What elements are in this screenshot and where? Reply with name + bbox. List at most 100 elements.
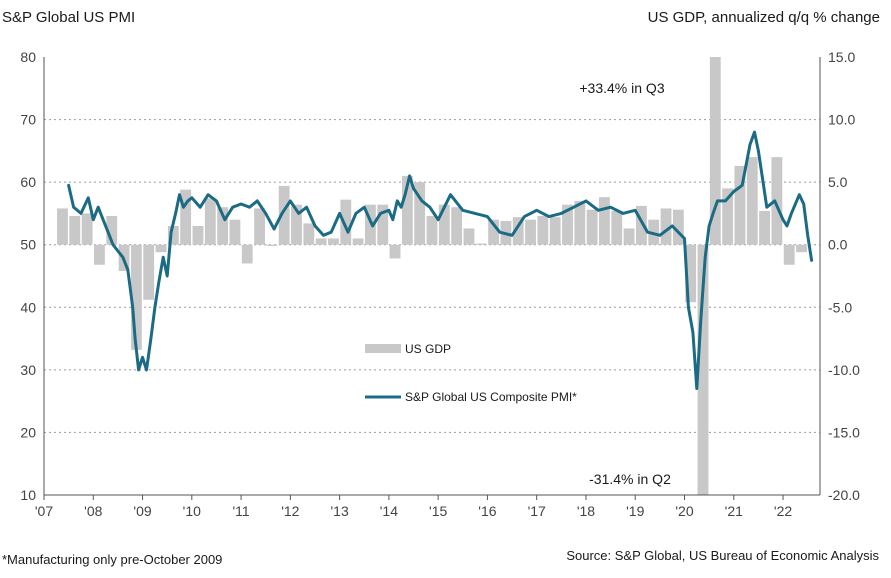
right-tick-label: -5.0 <box>828 299 852 315</box>
right-axis-title: US GDP, annualized q/q % change <box>648 9 880 26</box>
x-tick-label: '20 <box>675 503 693 519</box>
x-tick-label: '21 <box>725 503 743 519</box>
x-tick-label: '22 <box>774 503 792 519</box>
gdp-bar-2022Q1 <box>783 244 795 265</box>
gdp-bar-2017Q4 <box>574 200 586 245</box>
footnote: *Manufacturing only pre-October 2009 <box>2 552 223 567</box>
right-tick-label: -10.0 <box>828 362 860 378</box>
gdp-bar-2015Q3 <box>463 228 475 245</box>
left-tick-label: 40 <box>20 299 36 315</box>
x-tick-label: '19 <box>626 503 644 519</box>
x-tick-label: '07 <box>35 503 53 519</box>
gdp-bar-2012Q1 <box>291 204 302 245</box>
left-tick-label: 10 <box>20 487 36 503</box>
gdp-bar-2020Q3 <box>709 57 721 245</box>
gdp-bar-2017Q1 <box>537 215 549 245</box>
gdp-bar-2007Q2 <box>57 208 68 245</box>
gdp-bar-2007Q4 <box>81 213 93 245</box>
gdp-bar-2009Q3 <box>167 225 179 245</box>
gdp-bar-2017Q3 <box>562 204 573 245</box>
gdp-bar-2010Q3 <box>217 207 229 245</box>
annotation-q2: -31.4% in Q2 <box>589 471 671 487</box>
gdp-bar-2019Q4 <box>672 209 684 245</box>
left-axis-title: S&P Global US PMI <box>2 9 135 26</box>
x-tick-label: '12 <box>281 503 299 519</box>
gdp-bar-2014Q3 <box>414 182 426 245</box>
x-tick-label: '10 <box>183 503 201 519</box>
left-tick-label: 60 <box>20 174 36 190</box>
legend-label-gdp: US GDP <box>405 342 451 356</box>
right-tick-label: -20.0 <box>828 487 860 503</box>
right-axis-ticks: 15.0 10.0 5.0 0.0 -5.0 -10.0 -15.0 -20.0 <box>828 49 860 503</box>
axes <box>43 57 821 496</box>
gdp-bar-2012Q4 <box>328 238 339 245</box>
gdp-bar-2014Q1 <box>389 244 401 259</box>
right-tick-label: 15.0 <box>828 49 855 65</box>
x-tick-label: '18 <box>577 503 595 519</box>
x-tick-label: '15 <box>429 503 447 519</box>
x-tick-label: '09 <box>133 503 151 519</box>
gdp-bar-2009Q4 <box>180 189 192 245</box>
left-tick-label: 50 <box>20 237 36 253</box>
gdp-bar-2017Q2 <box>549 217 561 245</box>
gdp-bar-2009Q1 <box>143 244 155 300</box>
left-tick-label: 20 <box>20 424 36 440</box>
gdp-bar-2012Q3 <box>315 238 327 245</box>
gdp-bar-2010Q4 <box>229 219 241 245</box>
gdp-bar-2011Q1 <box>241 244 253 264</box>
x-tick-label: '08 <box>84 503 102 519</box>
gdp-bar-2015Q4 <box>475 243 487 245</box>
left-tick-label: 70 <box>20 112 36 128</box>
x-axis-ticks: '07 '08 '09 '10 '11 '12 '13 '14 '15 '16 '17 '18 '19 '… <box>35 495 792 519</box>
gdp-bar-2020Q1 <box>685 244 697 303</box>
pmi-line-group <box>67 130 814 391</box>
gdp-bar-2019Q1 <box>635 205 647 245</box>
gdp-bar-2019Q3 <box>660 208 672 245</box>
right-tick-label: 10.0 <box>828 112 855 128</box>
gdp-bar-2008Q2 <box>106 215 118 245</box>
gdp-bar-2010Q1 <box>192 225 204 245</box>
gdp-bar-2021Q3 <box>759 210 770 245</box>
gdp-bar-2014Q2 <box>401 175 413 245</box>
gdp-bar-2014Q4 <box>426 215 438 245</box>
gdp-bar-2011Q3 <box>266 244 278 246</box>
gdp-bar-2013Q2 <box>352 238 364 245</box>
gdp-bar-2015Q1 <box>438 204 450 245</box>
gdp-bar-2016Q1 <box>488 219 500 245</box>
gdp-bar-2018Q4 <box>623 228 635 245</box>
legend-label-pmi: S&P Global US Composite PMI* <box>405 390 577 404</box>
chart-area: S&P Global US PMI US GDP, annualized q/q… <box>2 9 880 519</box>
source-note: Source: S&P Global, US Bureau of Economi… <box>566 548 879 563</box>
gdp-bars <box>57 57 807 495</box>
gdp-bar-2013Q1 <box>340 199 352 245</box>
annotation-q3: +33.4% in Q3 <box>579 80 664 96</box>
x-tick-label: '17 <box>528 503 546 519</box>
gdp-bar-2011Q2 <box>254 208 265 245</box>
left-axis-ticks: 80 70 60 50 40 30 20 10 <box>20 49 36 503</box>
gdp-bar-2016Q4 <box>525 219 536 245</box>
gdp-bar-2018Q2 <box>599 197 610 245</box>
x-tick-label: '16 <box>478 503 496 519</box>
gdp-bar-2018Q1 <box>586 209 598 245</box>
gdp-bar-2020Q2 <box>697 244 709 495</box>
gdp-bar-2021Q2 <box>746 157 758 245</box>
gdp-bar-2013Q3 <box>364 204 376 245</box>
legend: US GDP S&P Global US Composite PMI* <box>365 342 577 404</box>
right-tick-label: 5.0 <box>828 174 848 190</box>
left-tick-label: 30 <box>20 362 36 378</box>
gdp-bar-2008Q4 <box>130 244 142 350</box>
right-tick-label: -15.0 <box>828 424 860 440</box>
gdp-bar-2016Q3 <box>512 217 524 245</box>
x-tick-label: '11 <box>232 503 249 519</box>
x-tick-label: '13 <box>330 503 348 519</box>
gdp-bar-2021Q4 <box>771 157 783 245</box>
gdp-bar-2007Q3 <box>69 215 81 245</box>
gdp-bar-2022Q2 <box>796 244 807 253</box>
gdp-bar-2013Q4 <box>377 204 389 245</box>
gdp-bar-2010Q2 <box>204 198 216 245</box>
pmi-line <box>67 130 814 391</box>
left-tick-label: 80 <box>20 49 36 65</box>
gdp-bar-2009Q2 <box>155 244 167 253</box>
gdp-bar-2021Q1 <box>734 165 746 245</box>
legend-swatch-gdp <box>365 344 401 353</box>
